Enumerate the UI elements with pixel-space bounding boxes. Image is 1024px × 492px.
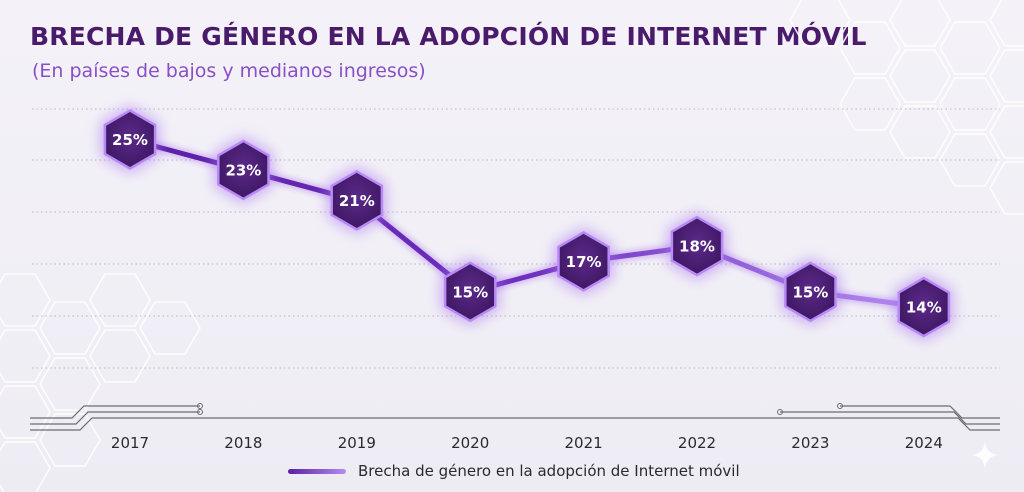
data-label: 21% (339, 192, 375, 210)
background-hexagon (989, 0, 1024, 47)
data-label: 17% (566, 253, 602, 271)
background-hexagon (989, 161, 1024, 215)
background-hexagon (939, 133, 1001, 187)
x-tick-label: 2017 (111, 434, 149, 452)
gridlines (32, 108, 1000, 369)
background-hexagon (789, 0, 851, 47)
data-points: 25% 23% 21% 15% 17% 18% 15% 14% (100, 105, 954, 342)
data-point-marker (670, 215, 724, 277)
data-point-marker (330, 169, 384, 231)
background-hexagon (0, 329, 51, 383)
data-point-marker (103, 109, 157, 170)
data-point-2021: 17% (554, 227, 613, 296)
x-axis-ticks: 2017 2018 2019 2020 2021 2022 2023 2024 (111, 434, 943, 452)
circuit-trace (780, 411, 1000, 425)
background-hexagon (39, 413, 101, 467)
sparkle-icon (971, 441, 999, 469)
legend-swatch (288, 468, 346, 474)
background-hexagon (839, 21, 901, 75)
background-hexagon (89, 329, 151, 383)
background-hexagon (939, 77, 1001, 131)
data-point-marker (443, 261, 497, 323)
background-hexagon (889, 0, 951, 47)
data-point-marker (897, 276, 951, 338)
circuit-node (197, 403, 203, 409)
circuit-node (837, 403, 843, 409)
circuit-node (777, 409, 783, 415)
background-hexagon (39, 301, 101, 355)
background-hexagon (939, 21, 1001, 75)
chart-title: BRECHA DE GÉNERO EN LA ADOPCIÓN DE INTER… (30, 22, 867, 51)
background-hexagon (889, 105, 951, 159)
data-label: 15% (452, 283, 488, 301)
data-point-2022: 18% (667, 212, 727, 281)
background-hexagon (889, 49, 951, 103)
background-hexagon (89, 273, 151, 327)
background-hexagon (139, 301, 201, 355)
data-point-marker (784, 261, 837, 323)
background-hexagon (0, 441, 51, 492)
data-point-2019: 21% (327, 166, 387, 235)
background-hexagon (989, 49, 1024, 103)
x-tick-label: 2021 (565, 434, 603, 452)
x-tick-label: 2024 (905, 434, 943, 452)
data-label: 15% (792, 283, 828, 301)
x-tick-label: 2020 (451, 434, 489, 452)
legend-label: Brecha de género en la adopción de Inter… (358, 462, 740, 480)
data-point-marker (217, 139, 270, 201)
circuit-node (197, 409, 203, 415)
data-label: 14% (906, 299, 942, 317)
background-hexagon (39, 357, 101, 411)
circuit-trace (30, 417, 200, 431)
background-hexagon (839, 77, 901, 131)
circuit-trace (30, 411, 200, 425)
data-label: 23% (225, 161, 261, 179)
x-tick-label: 2022 (678, 434, 716, 452)
background-hexagon (0, 385, 51, 439)
data-point-2018: 23% (214, 135, 273, 204)
data-label: 18% (679, 238, 715, 256)
chart-subtitle: (En países de bajos y medianos ingresos) (32, 60, 426, 82)
x-tick-label: 2023 (791, 434, 829, 452)
data-point-2017: 25% (100, 105, 160, 174)
x-tick-label: 2018 (224, 434, 262, 452)
background-hexagon (989, 105, 1024, 159)
circuit-trace (840, 405, 1000, 419)
background-hexagon (0, 273, 51, 327)
data-point-2023: 15% (781, 257, 840, 326)
circuit-trace (30, 405, 200, 419)
data-point-2024: 14% (894, 273, 954, 342)
data-label: 25% (112, 131, 148, 149)
data-point-marker (557, 230, 610, 292)
x-tick-label: 2019 (338, 434, 376, 452)
data-point-2020: 15% (440, 257, 500, 326)
circuit-trace (800, 417, 1000, 431)
axis-circuit-decoration (30, 403, 1000, 431)
legend: Brecha de género en la adopción de Inter… (288, 462, 740, 480)
